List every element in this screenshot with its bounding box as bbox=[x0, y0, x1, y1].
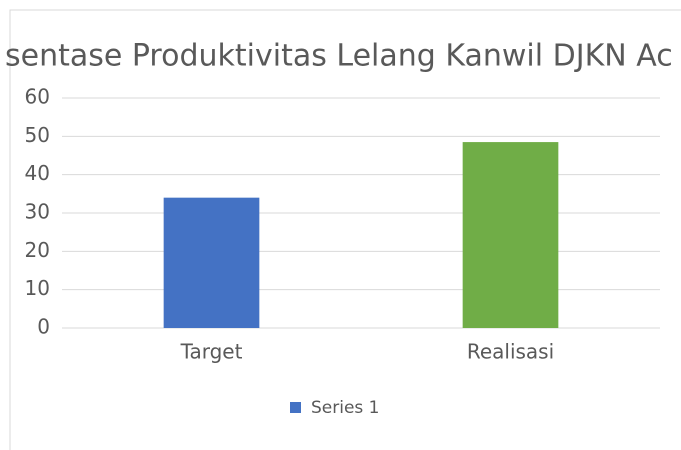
y-tick-label: 10 bbox=[25, 276, 50, 300]
chart-frame bbox=[9, 9, 681, 450]
bar bbox=[462, 142, 559, 328]
y-tick-label: 50 bbox=[25, 123, 50, 147]
legend-swatch bbox=[290, 402, 301, 413]
chart-title: sentase Produktivitas Lelang Kanwil DJKN… bbox=[5, 39, 673, 74]
bar bbox=[163, 197, 260, 328]
y-tick-label: 40 bbox=[25, 161, 50, 185]
x-tick-label: Realisasi bbox=[467, 340, 554, 364]
y-tick-label: 0 bbox=[37, 315, 50, 339]
x-tick-label: Target bbox=[180, 340, 243, 364]
y-tick-label: 20 bbox=[25, 238, 50, 262]
legend-label: Series 1 bbox=[311, 398, 380, 418]
y-tick-label: 60 bbox=[25, 85, 50, 109]
y-tick-label: 30 bbox=[25, 200, 50, 224]
